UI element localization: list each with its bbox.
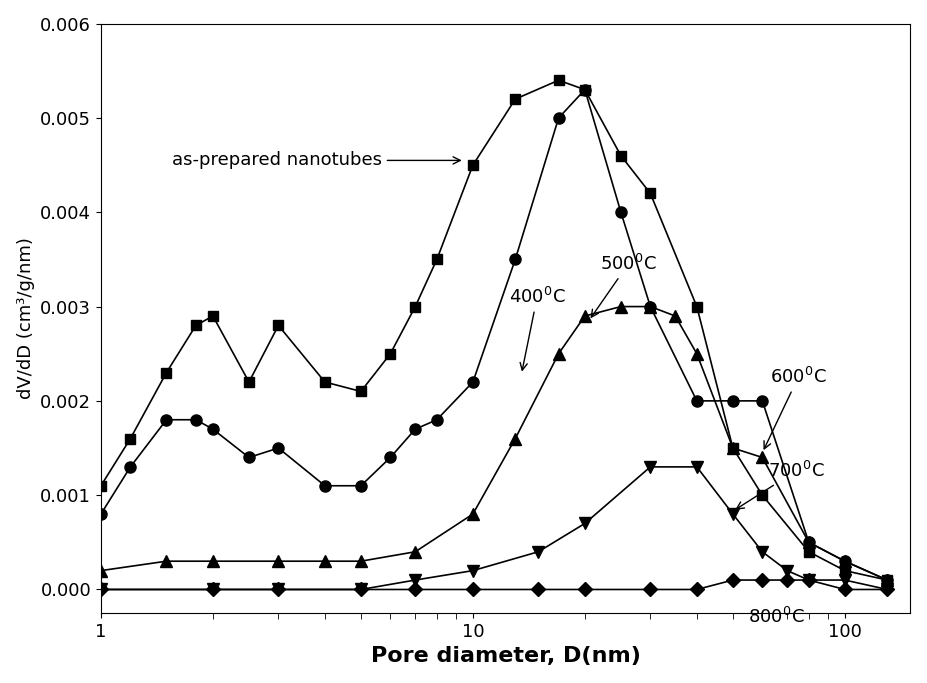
Text: 700$^0$C: 700$^0$C <box>737 461 824 509</box>
Text: as-prepared nanotubes: as-prepared nanotubes <box>171 152 461 169</box>
Text: 800$^0$C: 800$^0$C <box>748 607 805 626</box>
X-axis label: Pore diameter, D(nm): Pore diameter, D(nm) <box>371 646 641 667</box>
Text: 400$^0$C: 400$^0$C <box>509 286 565 370</box>
Text: 600$^0$C: 600$^0$C <box>764 367 827 449</box>
Y-axis label: dV/dD (cm³/g/nm): dV/dD (cm³/g/nm) <box>17 238 34 400</box>
Text: 500$^0$C: 500$^0$C <box>591 253 657 317</box>
